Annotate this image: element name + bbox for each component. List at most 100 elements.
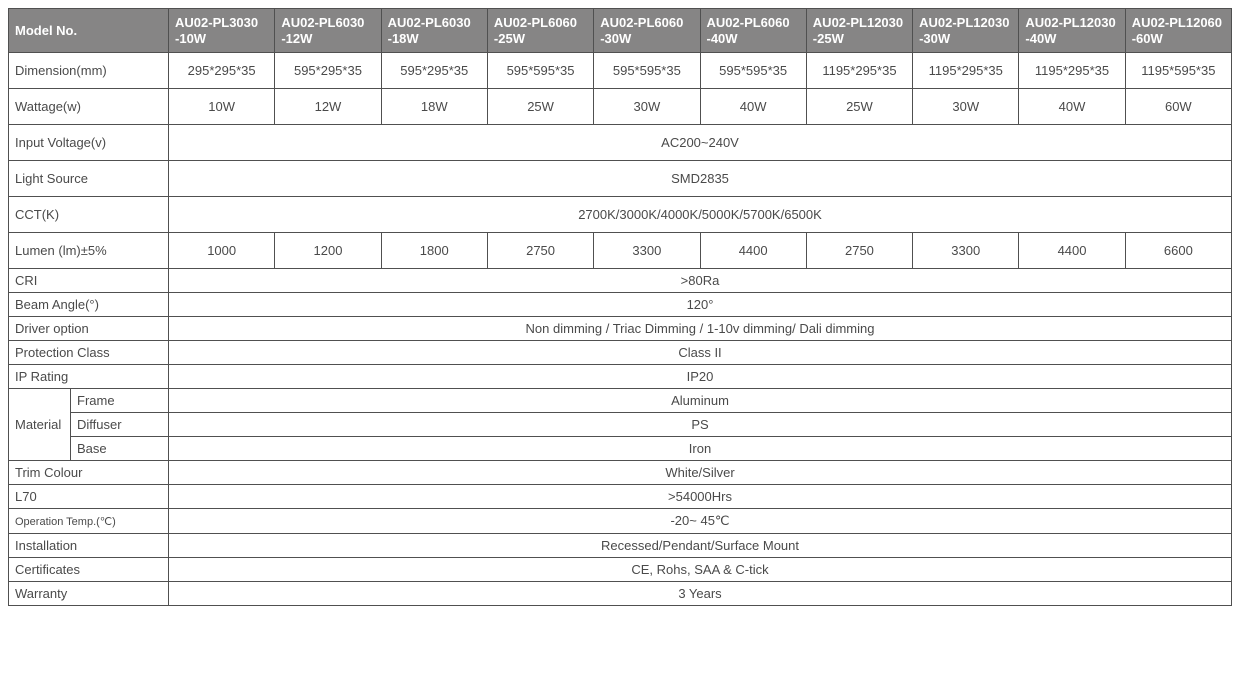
row-wattage: Wattage(w) 10W 12W 18W 25W 30W 40W 25W 3… xyxy=(9,89,1232,125)
cell-value: 6600 xyxy=(1125,233,1231,269)
cell-value: 1800 xyxy=(381,233,487,269)
label-op-temp: Operation Temp.(℃) xyxy=(9,509,169,534)
label-warranty: Warranty xyxy=(9,582,169,606)
row-op-temp: Operation Temp.(℃) -20~ 45℃ xyxy=(9,509,1232,534)
cell-value: 1195*295*35 xyxy=(1019,53,1125,89)
header-model: AU02-PL6030 -12W xyxy=(275,9,381,53)
cell-value: 3300 xyxy=(913,233,1019,269)
label-protection: Protection Class xyxy=(9,341,169,365)
row-material-diffuser: Diffuser PS xyxy=(9,413,1232,437)
row-dimension: Dimension(mm) 295*295*35 595*295*35 595*… xyxy=(9,53,1232,89)
header-model: AU02-PL3030 -10W xyxy=(169,9,275,53)
header-model: AU02-PL6060 -25W xyxy=(487,9,593,53)
header-model: AU02-PL12060 -60W xyxy=(1125,9,1231,53)
header-model: AU02-PL12030 -40W xyxy=(1019,9,1125,53)
row-trim: Trim Colour White/Silver xyxy=(9,461,1232,485)
cell-merged-value: 120° xyxy=(169,293,1232,317)
cell-merged-value: CE, Rohs, SAA & C-tick xyxy=(169,558,1232,582)
label-l70: L70 xyxy=(9,485,169,509)
label-material-frame: Frame xyxy=(71,389,169,413)
label-beam-angle: Beam Angle(°) xyxy=(9,293,169,317)
header-model: AU02-PL12030 -25W xyxy=(806,9,912,53)
label-dimension: Dimension(mm) xyxy=(9,53,169,89)
cell-merged-value: Aluminum xyxy=(169,389,1232,413)
label-cri: CRI xyxy=(9,269,169,293)
cell-value: 595*595*35 xyxy=(487,53,593,89)
header-model: AU02-PL6060 -30W xyxy=(594,9,700,53)
cell-value: 2750 xyxy=(806,233,912,269)
cell-merged-value: -20~ 45℃ xyxy=(169,509,1232,534)
label-material-base: Base xyxy=(71,437,169,461)
cell-value: 1200 xyxy=(275,233,381,269)
row-cct: CCT(K) 2700K/3000K/4000K/5000K/5700K/650… xyxy=(9,197,1232,233)
row-driver: Driver option Non dimming / Triac Dimmin… xyxy=(9,317,1232,341)
cell-merged-value: AC200~240V xyxy=(169,125,1232,161)
row-warranty: Warranty 3 Years xyxy=(9,582,1232,606)
cell-value: 60W xyxy=(1125,89,1231,125)
cell-value: 295*295*35 xyxy=(169,53,275,89)
cell-value: 4400 xyxy=(1019,233,1125,269)
row-protection: Protection Class Class II xyxy=(9,341,1232,365)
row-install: Installation Recessed/Pendant/Surface Mo… xyxy=(9,534,1232,558)
cell-merged-value: >80Ra xyxy=(169,269,1232,293)
cell-merged-value: IP20 xyxy=(169,365,1232,389)
header-model: AU02-PL12030 -30W xyxy=(913,9,1019,53)
row-l70: L70 >54000Hrs xyxy=(9,485,1232,509)
row-light-source: Light Source SMD2835 xyxy=(9,161,1232,197)
label-lumen: Lumen (lm)±5% xyxy=(9,233,169,269)
row-material-base: Base Iron xyxy=(9,437,1232,461)
cell-value: 25W xyxy=(487,89,593,125)
label-material-diffuser: Diffuser xyxy=(71,413,169,437)
header-model: AU02-PL6060 -40W xyxy=(700,9,806,53)
cell-merged-value: 3 Years xyxy=(169,582,1232,606)
cell-value: 2750 xyxy=(487,233,593,269)
header-model-no: Model No. xyxy=(9,9,169,53)
cell-value: 1000 xyxy=(169,233,275,269)
cell-value: 25W xyxy=(806,89,912,125)
spec-table: Model No. AU02-PL3030 -10W AU02-PL6030 -… xyxy=(8,8,1232,606)
label-install: Installation xyxy=(9,534,169,558)
cell-merged-value: Recessed/Pendant/Surface Mount xyxy=(169,534,1232,558)
cell-value: 595*295*35 xyxy=(381,53,487,89)
cell-merged-value: White/Silver xyxy=(169,461,1232,485)
cell-merged-value: Class II xyxy=(169,341,1232,365)
cell-value: 595*595*35 xyxy=(700,53,806,89)
cell-merged-value: SMD2835 xyxy=(169,161,1232,197)
cell-value: 595*595*35 xyxy=(594,53,700,89)
cell-merged-value: PS xyxy=(169,413,1232,437)
cell-value: 1195*295*35 xyxy=(913,53,1019,89)
cell-value: 12W xyxy=(275,89,381,125)
label-voltage: Input Voltage(v) xyxy=(9,125,169,161)
cell-value: 40W xyxy=(700,89,806,125)
label-trim: Trim Colour xyxy=(9,461,169,485)
row-cert: Certificates CE, Rohs, SAA & C-tick xyxy=(9,558,1232,582)
label-light-source: Light Source xyxy=(9,161,169,197)
cell-value: 1195*595*35 xyxy=(1125,53,1231,89)
cell-merged-value: >54000Hrs xyxy=(169,485,1232,509)
cell-value: 1195*295*35 xyxy=(806,53,912,89)
row-material-frame: Material Frame Aluminum xyxy=(9,389,1232,413)
cell-value: 3300 xyxy=(594,233,700,269)
label-cct: CCT(K) xyxy=(9,197,169,233)
label-cert: Certificates xyxy=(9,558,169,582)
row-cri: CRI >80Ra xyxy=(9,269,1232,293)
cell-merged-value: 2700K/3000K/4000K/5000K/5700K/6500K xyxy=(169,197,1232,233)
row-lumen: Lumen (lm)±5% 1000 1200 1800 2750 3300 4… xyxy=(9,233,1232,269)
cell-value: 10W xyxy=(169,89,275,125)
cell-merged-value: Non dimming / Triac Dimming / 1-10v dimm… xyxy=(169,317,1232,341)
cell-value: 18W xyxy=(381,89,487,125)
cell-value: 595*295*35 xyxy=(275,53,381,89)
row-voltage: Input Voltage(v) AC200~240V xyxy=(9,125,1232,161)
header-model: AU02-PL6030 -18W xyxy=(381,9,487,53)
row-beam-angle: Beam Angle(°) 120° xyxy=(9,293,1232,317)
label-material: Material xyxy=(9,389,71,461)
cell-value: 30W xyxy=(594,89,700,125)
label-ip: IP Rating xyxy=(9,365,169,389)
cell-value: 30W xyxy=(913,89,1019,125)
cell-merged-value: Iron xyxy=(169,437,1232,461)
row-ip: IP Rating IP20 xyxy=(9,365,1232,389)
label-wattage: Wattage(w) xyxy=(9,89,169,125)
table-header-row: Model No. AU02-PL3030 -10W AU02-PL6030 -… xyxy=(9,9,1232,53)
cell-value: 40W xyxy=(1019,89,1125,125)
cell-value: 4400 xyxy=(700,233,806,269)
